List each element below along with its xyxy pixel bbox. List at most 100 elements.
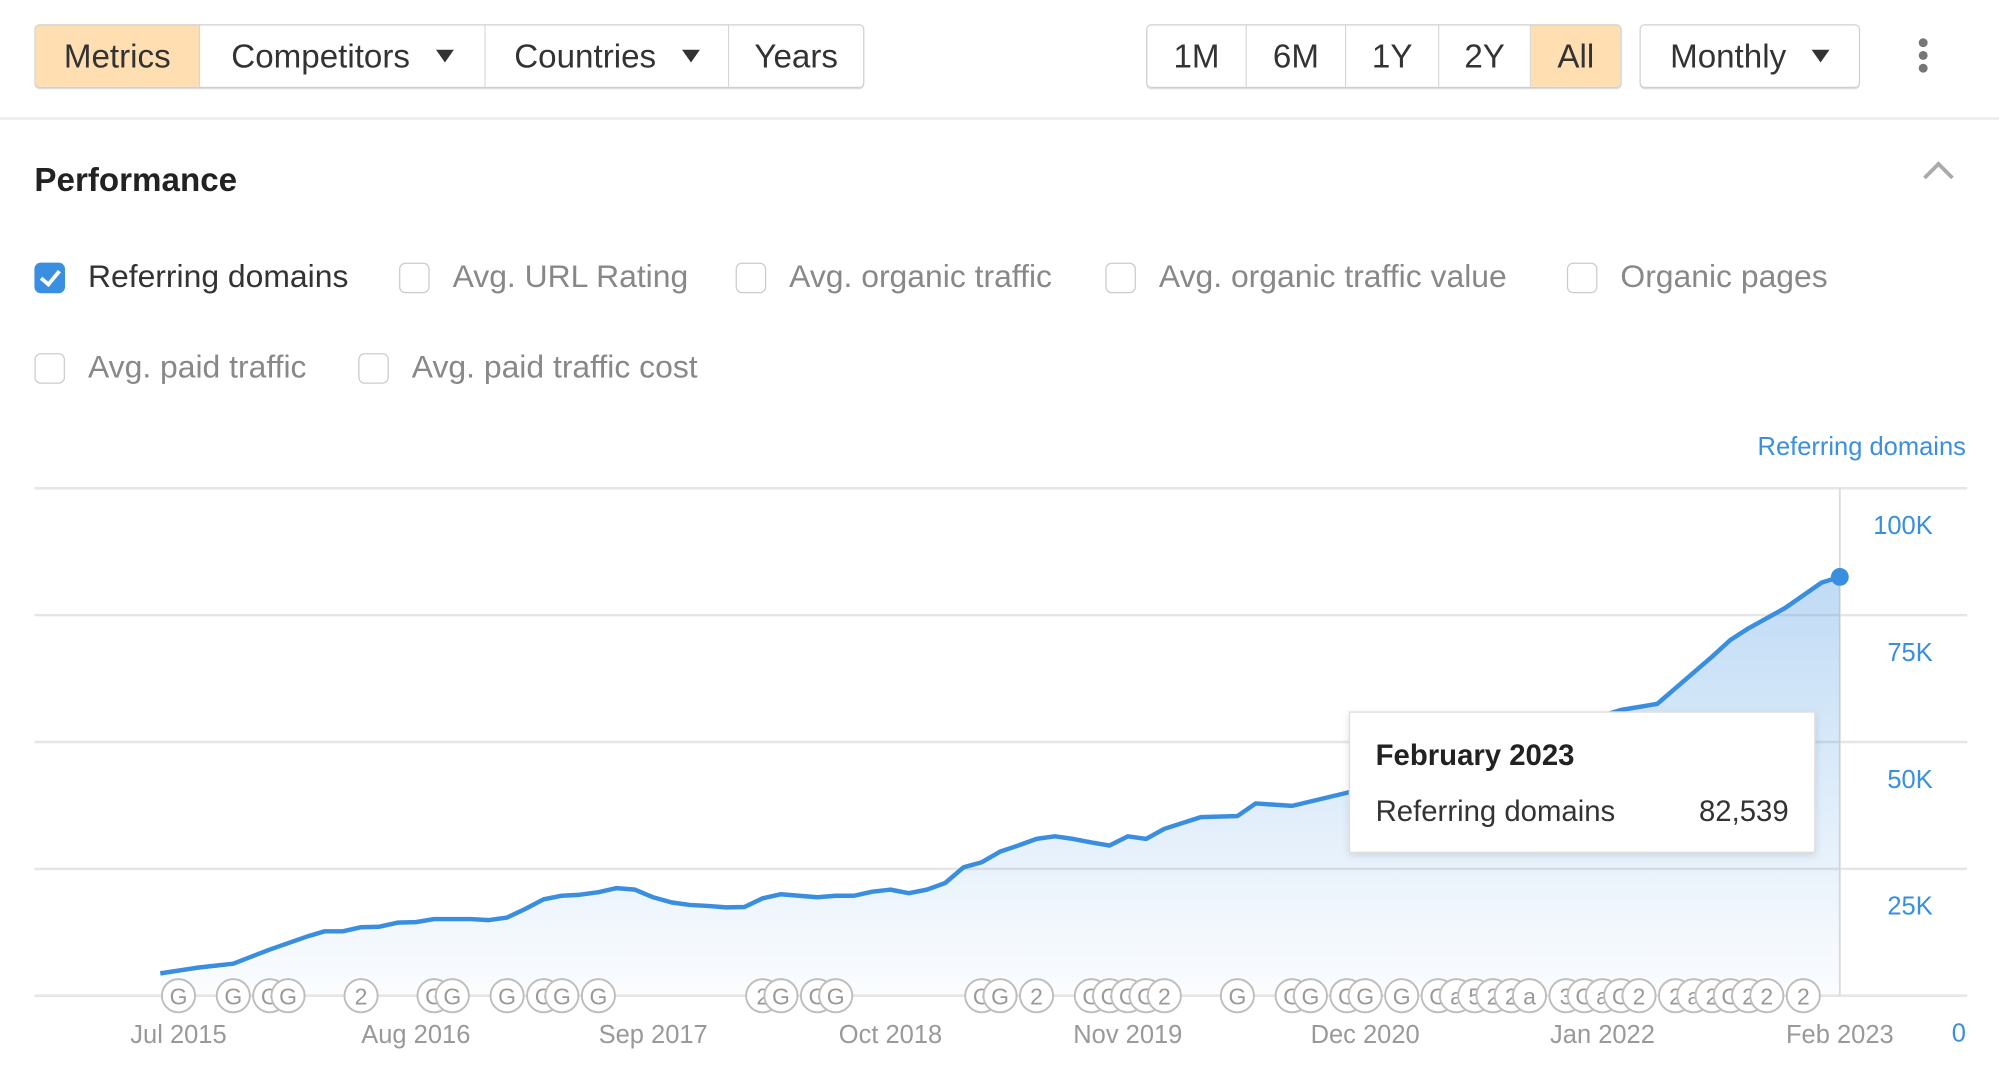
caret-down-icon [681,49,700,63]
checkbox-checked-icon [34,261,66,293]
hover-point [1830,567,1849,586]
y-tick-label: 100K [1873,512,1933,540]
tooltip-title: February 2023 [1375,738,1575,772]
checkbox-avg-organic-traffic[interactable]: Avg. organic traffic [735,258,1052,296]
annotation-label: 2 [355,984,368,1010]
annotation-label: 2 [1030,984,1043,1010]
kebab-vertical-icon[interactable] [1915,38,1930,76]
annotation-marker [818,978,854,1014]
annotation-label: 2 [1633,984,1646,1010]
checkbox-icon [735,261,767,293]
annotation-marker [1292,978,1328,1014]
competitors-dropdown[interactable]: Competitors [200,25,486,87]
tab-label: Metrics [63,36,171,75]
section-title: Performance [34,160,238,199]
y-tick-label: 25K [1887,893,1932,921]
annotation-label: G [589,984,607,1010]
checkbox-icon [1105,261,1136,293]
annotation-marker [343,978,379,1014]
interval-dropdown[interactable]: Monthly [1639,24,1861,88]
tab-label: Competitors [231,36,410,75]
checkbox-label: Avg. organic traffic [789,258,1052,295]
checkbox-label: Referring domains [87,258,349,295]
range-all-button[interactable]: All [1531,25,1621,87]
interval-label: Monthly [1670,36,1787,75]
checkbox-label: Organic pages [1620,258,1828,295]
annotation-marker [1785,978,1821,1014]
annotation-marker [489,978,525,1014]
annotation-label: G [553,984,571,1010]
x-tick-label: Feb 2023 [1786,1021,1894,1049]
y-tick-label: 50K [1887,766,1932,794]
x-tick-label: Nov 2019 [1073,1021,1182,1049]
annotation-marker [1146,978,1182,1014]
checkbox-avg-url-rating[interactable]: Avg. URL Rating [399,259,688,296]
annotation-label: G [1356,984,1374,1010]
annotation-marker [215,978,251,1014]
x-tick-label: Jan 2022 [1550,1021,1655,1049]
range-selector: 1M 6M 1Y 2Y All [1146,24,1622,88]
x-tick-label: Dec 2020 [1311,1021,1420,1049]
countries-dropdown[interactable]: Countries [485,25,730,87]
tab-label: Years [754,36,838,75]
annotation-marker [1749,978,1785,1014]
annotation-marker [1384,978,1420,1014]
checkbox-avg-organic-traffic-value[interactable]: Avg. organic traffic value [1105,258,1507,296]
range-1y-button[interactable]: 1Y [1346,25,1440,87]
checkbox-avg-paid-traffic-cost[interactable]: Avg. paid traffic cost [358,349,698,386]
annotation-marker [982,978,1018,1014]
caret-down-icon [435,49,454,63]
checkbox-icon [34,352,66,384]
x-tick-label: Oct 2018 [839,1021,942,1049]
annotation-label: G [1228,984,1246,1010]
annotation-label: G [443,984,461,1010]
toolbar-divider [0,117,1999,120]
annotation-marker [763,978,799,1014]
annotation-marker [1219,978,1255,1014]
checkbox-icon [358,352,389,384]
annotation-label: G [170,984,188,1010]
checkbox-label: Avg. paid traffic [87,349,307,386]
checkbox-avg-paid-traffic[interactable]: Avg. paid traffic [34,349,306,386]
annotation-marker [1511,978,1548,1014]
caret-down-icon [1811,49,1830,63]
annotation-marker [1019,978,1055,1014]
range-6m-button[interactable]: 6M [1246,25,1347,87]
checkbox-label: Avg. paid traffic cost [411,349,698,386]
annotation-label: 2 [1760,984,1773,1010]
annotation-label: a [1523,984,1536,1010]
series-area [160,576,1840,996]
annotation-marker [1621,978,1657,1014]
chart-tooltip: February 2023 Referring domains 82,539 [1348,711,1816,853]
annotation-label: 2 [1158,984,1171,1010]
annotation-label: G [772,984,790,1010]
checkbox-referring-domains[interactable]: Referring domains [34,259,348,296]
annotation-label: G [498,984,516,1010]
range-2y-button[interactable]: 2Y [1439,25,1532,87]
annotation-label: G [224,984,242,1010]
y-tick-label: 75K [1887,639,1932,667]
x-tick-label: Jul 2015 [130,1021,226,1049]
annotation-label: 2 [1797,984,1810,1010]
annotation-marker [160,978,197,1014]
tooltip-value: 82,539 [1698,794,1789,828]
checkbox-organic-pages[interactable]: Organic pages [1566,258,1828,296]
annotation-marker [1347,978,1383,1014]
tooltip-label: Referring domains [1375,794,1616,828]
view-tabs: Metrics Competitors Countries Years [34,24,865,88]
annotation-marker [580,978,616,1014]
y-tick-label: 0 [1952,1020,1966,1048]
tab-years[interactable]: Years [729,25,864,87]
tab-metrics[interactable]: Metrics [35,25,201,87]
checkbox-label: Avg. organic traffic value [1158,258,1507,295]
x-tick-label: Sep 2017 [599,1021,708,1049]
x-tick-label: Aug 2016 [361,1021,470,1049]
annotation-marker [434,978,470,1014]
annotation-label: G [1393,984,1411,1010]
annotation-marker [544,978,580,1014]
checkbox-icon [399,261,430,293]
range-1m-button[interactable]: 1M [1147,25,1247,87]
y-axis-title: Referring domains [1757,433,1966,462]
